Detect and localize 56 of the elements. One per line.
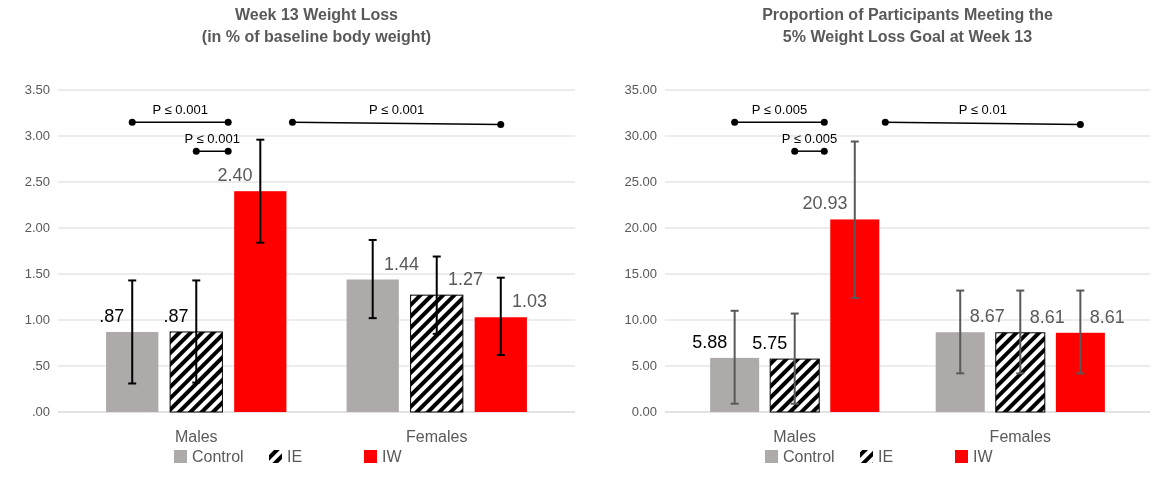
y-tick-label: .00 bbox=[31, 404, 50, 419]
data-label: 1.27 bbox=[447, 269, 484, 290]
data-label: 8.61 bbox=[1089, 306, 1125, 327]
annotation: P ≤ 0.001 bbox=[152, 102, 208, 118]
annotation: P ≤ 0.001 bbox=[184, 131, 240, 147]
y-tick-label: 3.00 bbox=[24, 128, 50, 143]
y-tick-label: 30.00 bbox=[624, 128, 657, 143]
x-tick-label: Females bbox=[989, 428, 1051, 445]
bar bbox=[234, 191, 287, 412]
data-label: 8.67 bbox=[969, 306, 1005, 327]
y-tick-label: 20.00 bbox=[624, 220, 657, 235]
bar bbox=[106, 331, 159, 412]
bar bbox=[830, 219, 880, 412]
data-label: 5.75 bbox=[752, 333, 788, 354]
y-tick-label: 5.00 bbox=[631, 358, 657, 373]
y-tick-label: 1.00 bbox=[24, 312, 50, 327]
annotation: P ≤ 0.005 bbox=[781, 131, 838, 147]
y-tick-label: 25.00 bbox=[624, 174, 657, 189]
chart-title: Proportion of Participants Meeting the 5% Weight Loss Goal at Week 13 bbox=[762, 6, 1053, 45]
y-tick-label: 35.00 bbox=[624, 82, 657, 97]
legend-label: IE bbox=[878, 448, 894, 465]
bar bbox=[710, 357, 760, 412]
bar bbox=[935, 332, 985, 412]
annotation: P ≤ 0.005 bbox=[751, 102, 808, 118]
y-tick-label: 2.00 bbox=[24, 220, 50, 235]
chart-title: Week 13 Weight Loss (in % of baseline body weight) bbox=[201, 6, 432, 45]
data-label: 1.44 bbox=[383, 253, 419, 274]
annotation: P ≤ 0.01 bbox=[958, 102, 1007, 118]
y-tick-label: 10.00 bbox=[624, 312, 657, 327]
x-tick-label: Males bbox=[773, 428, 817, 445]
annotation: P ≤ 0.001 bbox=[368, 102, 425, 118]
data-label: 5.88 bbox=[692, 331, 728, 352]
y-tick-label: 2.50 bbox=[24, 174, 50, 189]
y-tick-label: 3.50 bbox=[24, 82, 50, 97]
bar bbox=[769, 358, 820, 413]
data-label: 2.40 bbox=[217, 165, 253, 186]
legend-label: Control bbox=[192, 448, 244, 465]
legend-label: IW bbox=[382, 448, 403, 465]
x-tick-label: Females bbox=[406, 428, 468, 445]
bar bbox=[346, 279, 399, 412]
data-label: 20.93 bbox=[802, 193, 848, 214]
x-tick-label: Males bbox=[174, 428, 218, 445]
bar bbox=[995, 332, 1046, 413]
data-label: .87 bbox=[99, 305, 125, 326]
data-label: .87 bbox=[163, 305, 189, 326]
legend-label: IE bbox=[287, 448, 303, 465]
bar bbox=[1055, 332, 1105, 412]
data-label: 1.03 bbox=[512, 291, 548, 312]
y-tick-label: 0.00 bbox=[631, 404, 657, 419]
legend-label: IW bbox=[973, 448, 994, 465]
y-tick-label: 15.00 bbox=[624, 266, 657, 281]
bar bbox=[474, 317, 527, 412]
data-label: 8.61 bbox=[1029, 306, 1065, 327]
y-tick-label: .50 bbox=[31, 358, 50, 373]
y-tick-label: 1.50 bbox=[24, 266, 50, 281]
legend-label: Control bbox=[783, 448, 835, 465]
